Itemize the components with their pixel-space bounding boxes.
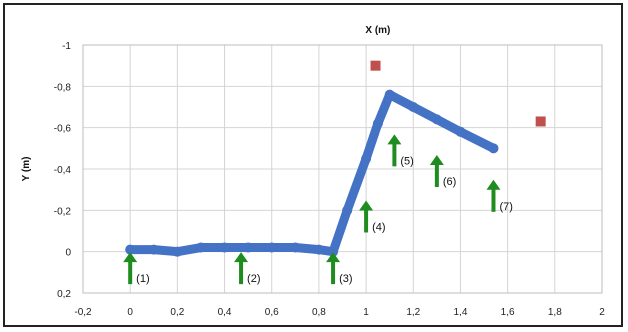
arrow-head [387,134,402,145]
x-axis-title: X (m) [365,25,390,36]
green-arrow-marker: (4) [359,200,386,233]
y-axis-title: Y (m) [21,157,32,182]
trajectory-point [266,242,277,253]
annotation-label: (3) [339,273,352,285]
y-tick-label: 0 [65,248,71,259]
series-layer [125,60,546,257]
x-tick-label: 1,2 [406,307,420,318]
arrow-head [123,252,138,263]
y-tick-label: -0,6 [54,124,72,135]
x-tick-label: 1,6 [501,307,515,318]
red-square-point [535,116,546,127]
arrow-head [326,252,341,263]
trajectory-point [372,118,383,129]
y-tick-labels: -1 -0,8 -0,6 -0,4 -0,2 0 0,2 [54,41,72,300]
trajectory-point [384,89,395,100]
green-arrow-marker: (1) [123,252,150,285]
trajectory-point [243,242,254,253]
plot-area-border [82,44,603,294]
trajectory-point [148,244,159,255]
annotation-label: (5) [400,155,413,167]
green-arrow-marker: (6) [429,155,456,188]
chart-svg: -0,2 0 0,2 0,4 0,6 0,8 1 1,2 1,4 1,6 1,8 2 -1 -0,8 -0… [21,25,605,318]
trajectory-point [455,126,466,137]
trajectory-point [342,205,353,216]
trajectory-point [361,153,372,164]
x-tick-label: 0,8 [312,307,326,318]
x-tick-label: 0,2 [170,307,184,318]
trajectory-point [313,244,324,255]
trajectory-point [290,242,301,253]
trajectory-point [125,244,136,255]
arrow-head [234,252,249,263]
x-tick-label: 1 [363,307,369,318]
green-arrow-marker: (7) [486,179,513,213]
x-tick-label: 0,6 [265,307,279,318]
y-tick-label: -0,2 [54,206,72,217]
trajectory-point [195,242,206,253]
x-tick-label: 0,4 [218,307,232,318]
trajectory-point [408,102,419,112]
annotation-label: (6) [443,176,456,188]
green-arrow-marker: (2) [234,252,261,285]
y-tick-label: -0,8 [54,82,72,93]
trajectory-point [328,246,339,257]
x-tick-label: 1,4 [454,307,468,318]
y-tick-label: -0,4 [54,165,72,176]
green-arrow-marker: (3) [326,252,353,285]
x-tick-label: -0,2 [74,307,92,318]
annotation-label: (4) [372,221,385,233]
trajectory-point [219,242,230,253]
grid [82,44,603,294]
x-tick-label: 2 [599,307,605,318]
trajectory-point [172,246,183,257]
annotation-label: (1) [136,273,149,285]
arrow-head [429,155,444,165]
arrow-head [359,200,374,211]
y-tick-label: 0,2 [57,289,71,300]
red-square-point [370,60,381,71]
annotation-label: (2) [247,273,260,285]
trajectory-point [431,114,442,125]
annotations-layer: (1) (2) (3) (4) (5) (6) (7) [123,134,513,285]
trajectory-point [488,143,499,154]
green-arrow-marker: (5) [387,134,414,167]
annotation-label: (7) [499,201,512,213]
x-tick-label: 1,8 [548,307,562,318]
x-tick-labels: -0,2 0 0,2 0,4 0,6 0,8 1 1,2 1,4 1,6 1,8 2 [74,307,605,318]
x-tick-label: 0 [127,307,133,318]
y-tick-label: -1 [62,41,71,52]
chart-frame: -0,2 0 0,2 0,4 0,6 0,8 1 1,2 1,4 1,6 1,8 2 -1 -0,8 -0… [3,3,623,327]
arrow-head [486,179,501,190]
